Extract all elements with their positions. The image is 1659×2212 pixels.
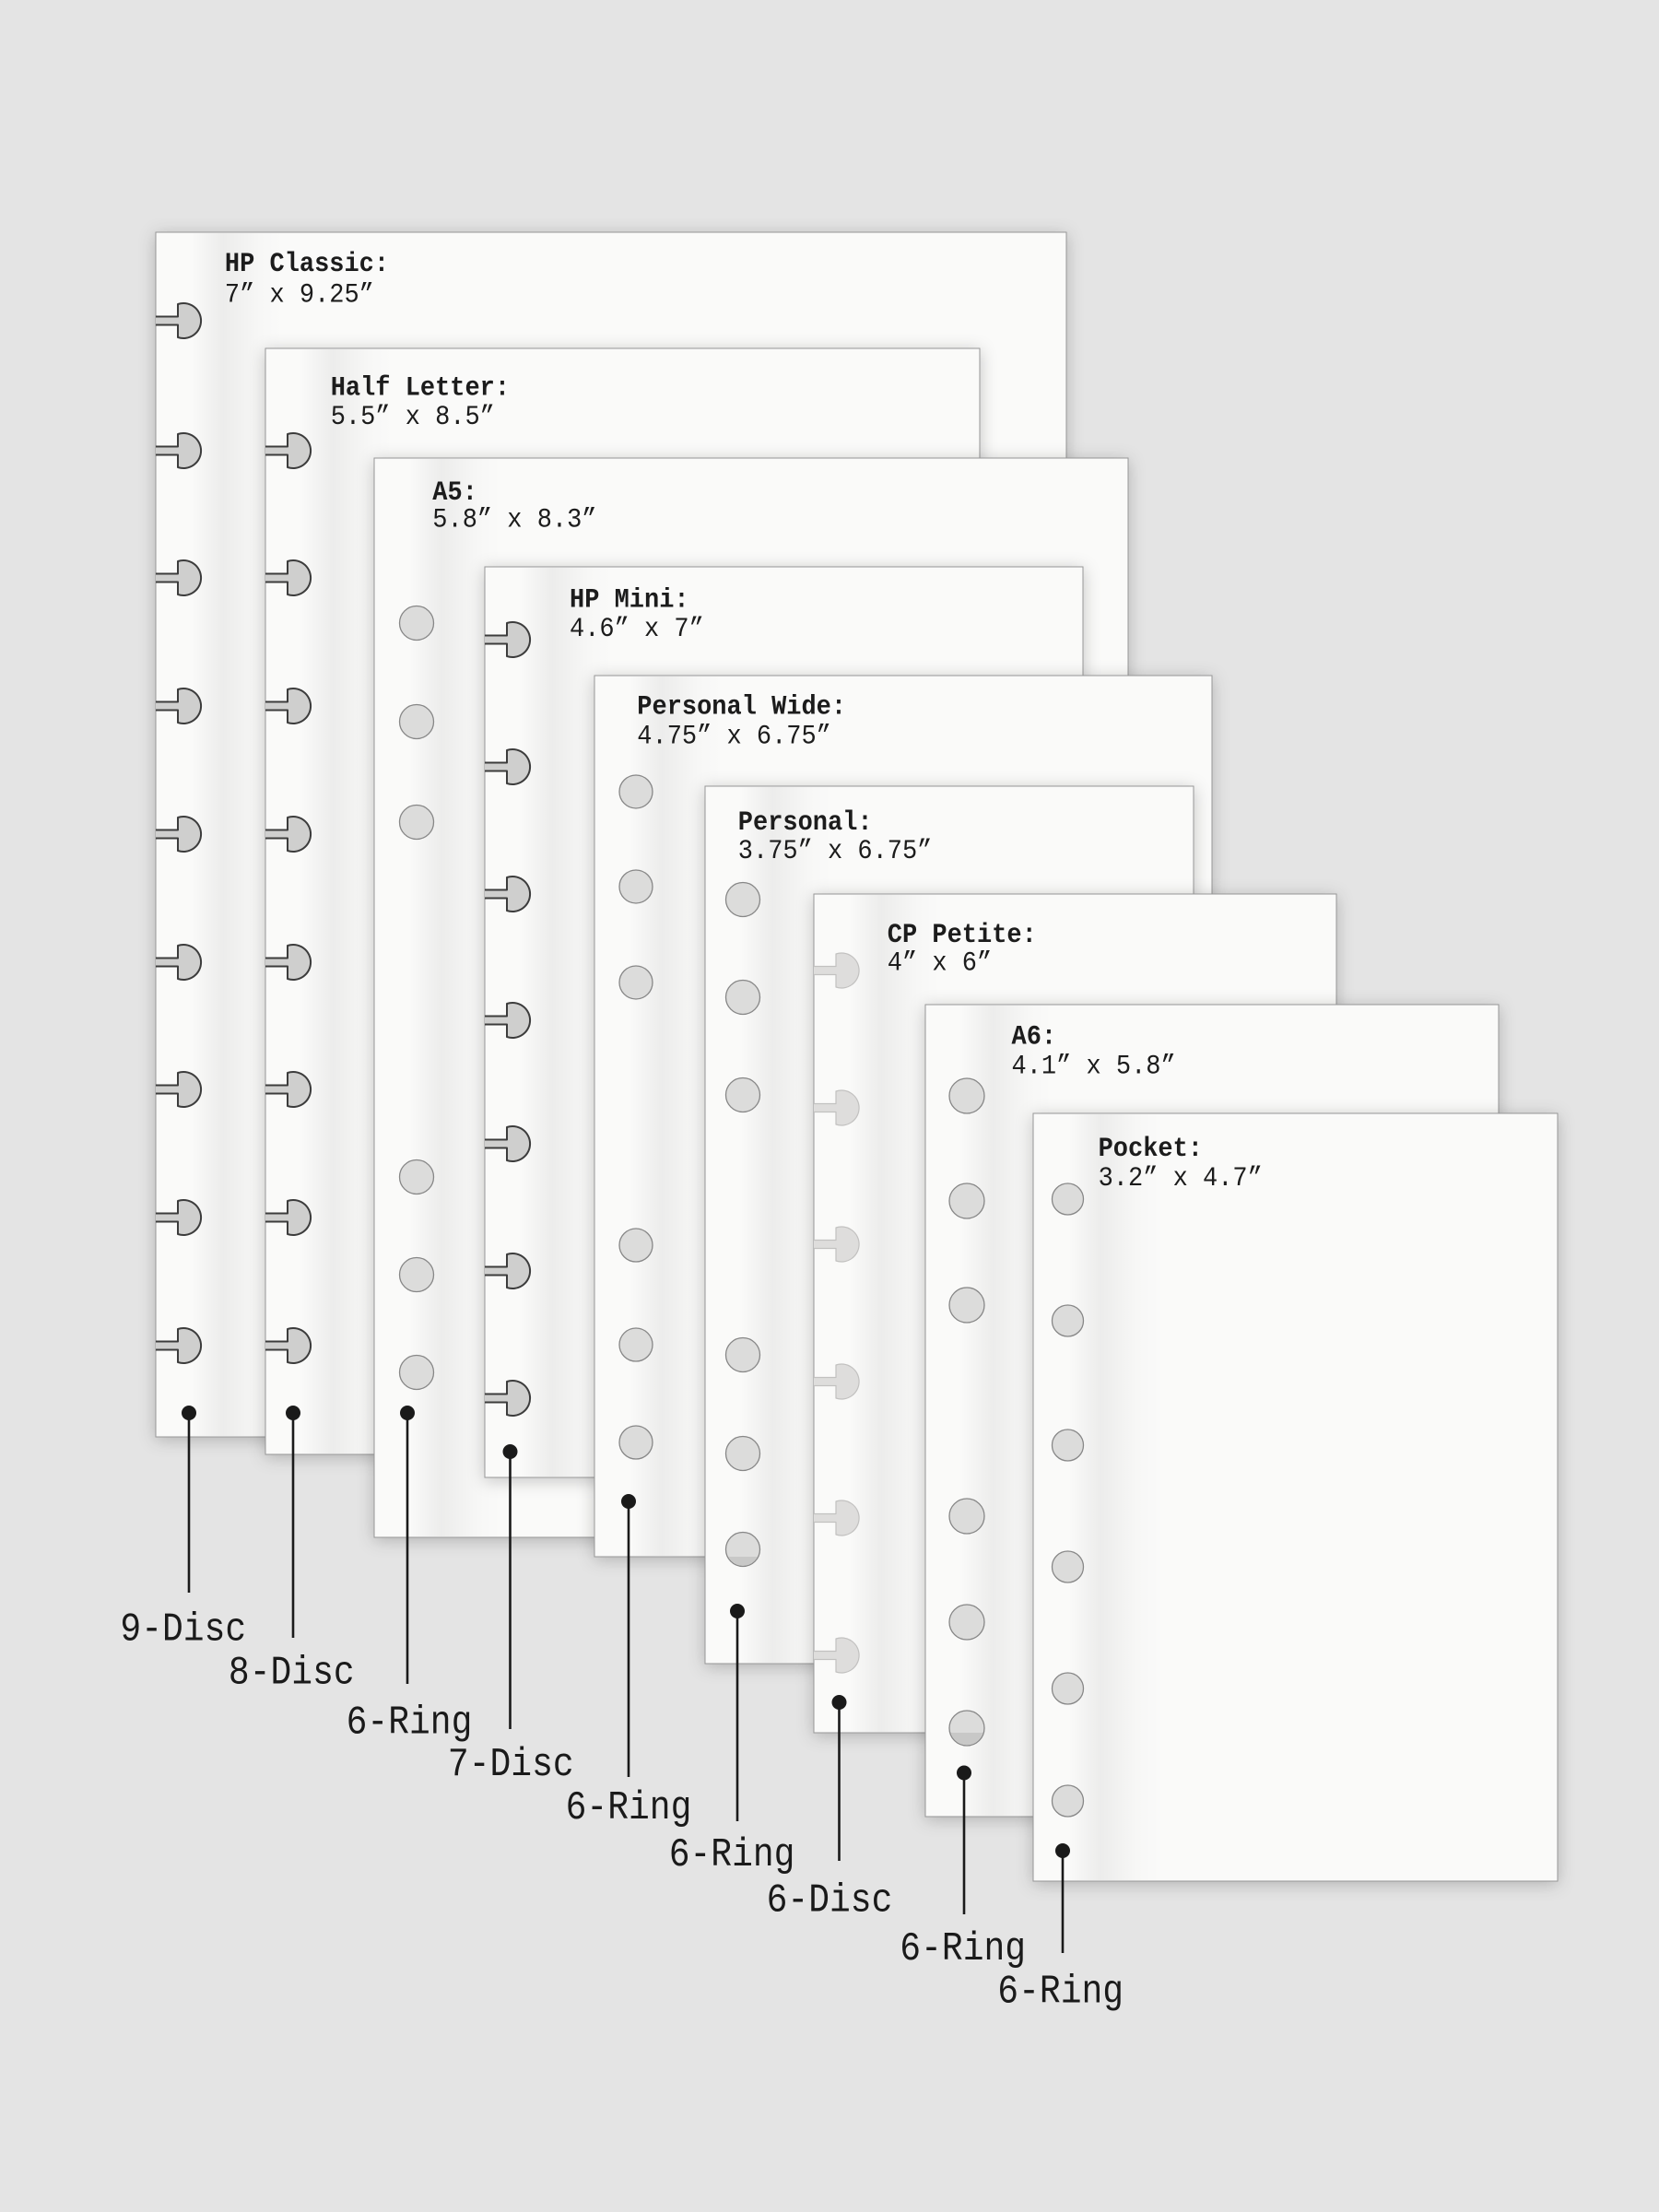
- svg-text:Personal:: Personal:: [738, 806, 873, 839]
- svg-text:6-Ring: 6-Ring: [900, 1927, 1026, 1972]
- svg-text:5.5” x 8.5”: 5.5” x 8.5”: [331, 401, 495, 433]
- svg-text:Personal Wide:: Personal Wide:: [637, 690, 846, 723]
- svg-text:7-Disc: 7-Disc: [448, 1743, 574, 1788]
- svg-text:5.8” x 8.3”: 5.8” x 8.3”: [432, 503, 596, 535]
- svg-text:HP Mini:: HP Mini:: [570, 583, 689, 616]
- svg-text:CP Petite:: CP Petite:: [888, 919, 1037, 951]
- svg-text:4” x 6”: 4” x 6”: [888, 947, 992, 980]
- svg-text:6-Ring: 6-Ring: [347, 1700, 473, 1746]
- svg-text:3.2” x 4.7”: 3.2” x 4.7”: [1099, 1162, 1263, 1194]
- svg-text:9-Disc: 9-Disc: [120, 1607, 246, 1653]
- svg-text:Pocket:: Pocket:: [1099, 1133, 1203, 1165]
- svg-text:A5:: A5:: [432, 477, 477, 509]
- svg-text:3.75” x 6.75”: 3.75” x 6.75”: [738, 835, 933, 867]
- svg-text:6-Ring: 6-Ring: [997, 1970, 1124, 2015]
- svg-text:4.6” x 7”: 4.6” x 7”: [570, 613, 704, 645]
- svg-text:A6:: A6:: [1012, 1020, 1057, 1053]
- svg-text:6-Ring: 6-Ring: [669, 1833, 795, 1878]
- svg-text:HP Classic:: HP Classic:: [225, 248, 389, 280]
- svg-text:Half Letter:: Half Letter:: [331, 371, 510, 404]
- svg-text:4.75” x 6.75”: 4.75” x 6.75”: [637, 720, 831, 752]
- svg-text:6-Disc: 6-Disc: [767, 1878, 893, 1924]
- svg-text:4.1” x 5.8”: 4.1” x 5.8”: [1012, 1050, 1176, 1082]
- svg-text:6-Ring: 6-Ring: [566, 1786, 692, 1831]
- svg-text:7” x 9.25”: 7” x 9.25”: [225, 278, 374, 311]
- svg-text:8-Disc: 8-Disc: [229, 1651, 355, 1696]
